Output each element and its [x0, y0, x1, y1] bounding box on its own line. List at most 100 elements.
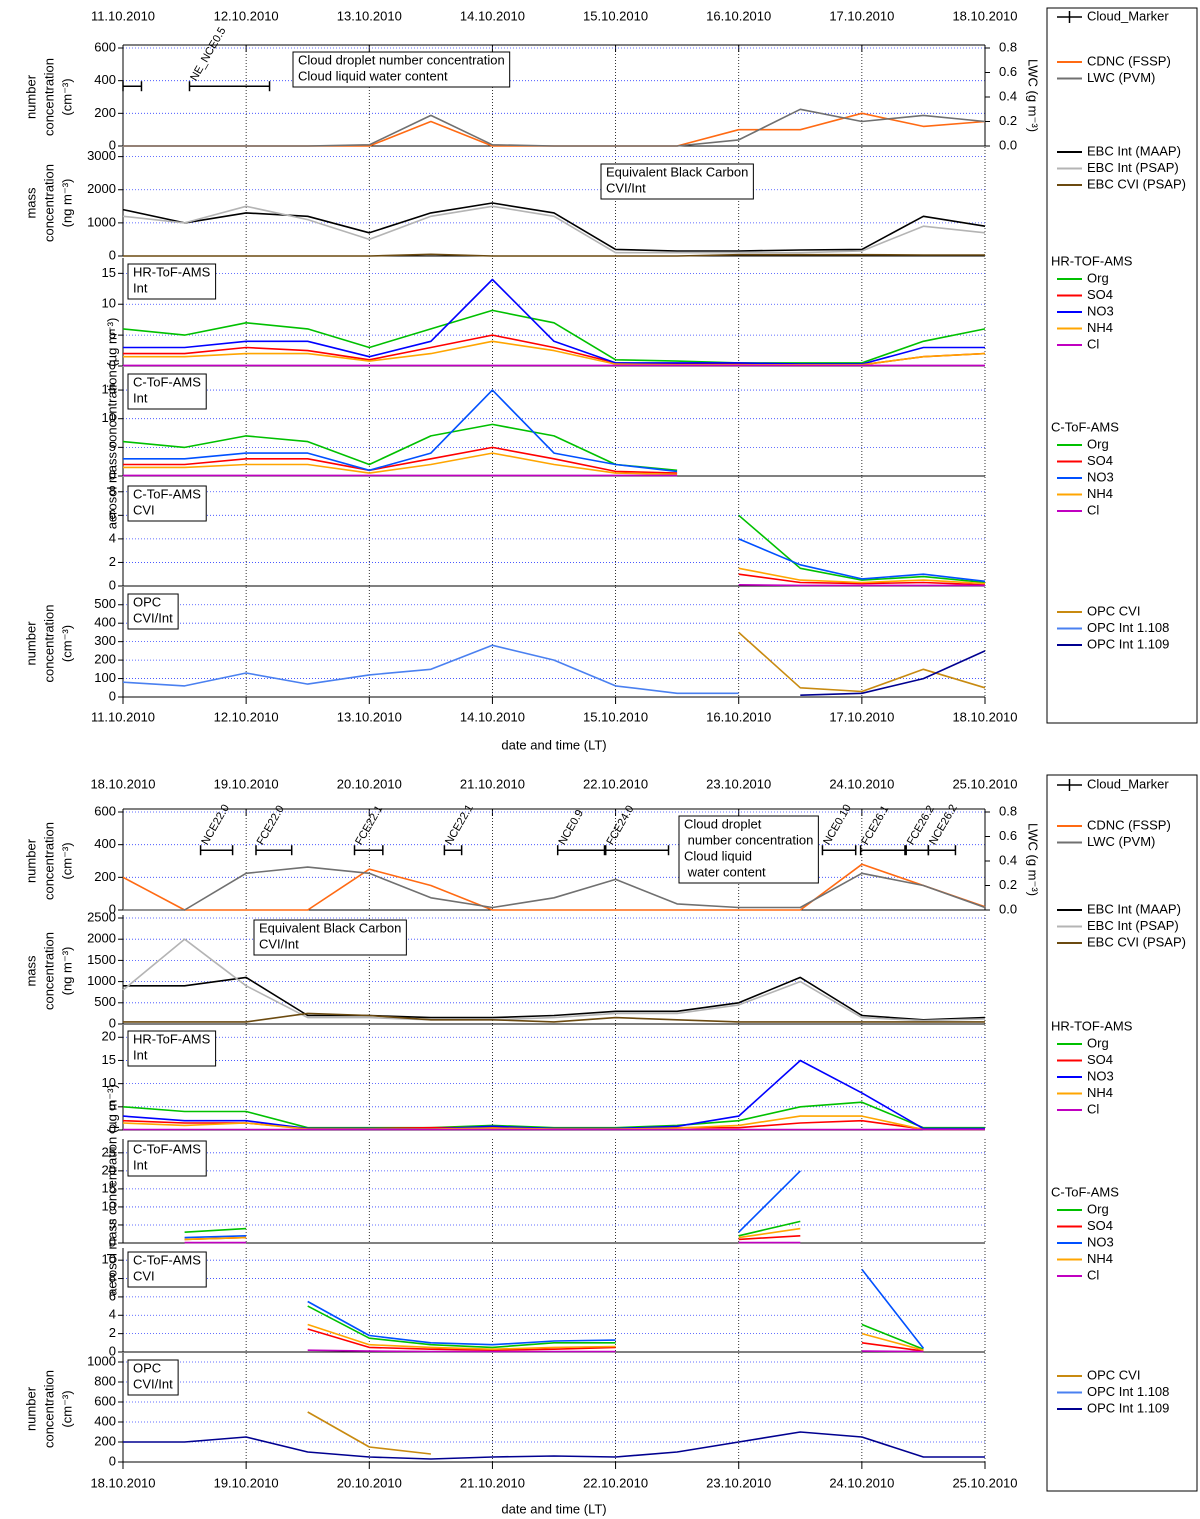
- y-axis-label: number: [23, 1386, 38, 1431]
- series-line: [123, 452, 678, 476]
- y-axis-label: concentration: [41, 932, 56, 1010]
- x-tick-label: 11.10.2010: [91, 709, 155, 724]
- series-line: [122, 1101, 985, 1129]
- y-tick-label: 400: [94, 836, 116, 851]
- y-tick-label: 0: [109, 1453, 116, 1468]
- series-line: [738, 514, 986, 584]
- series-line: [738, 538, 986, 583]
- x-tick-label: 20.10.2010: [337, 776, 402, 791]
- annotation-box: [127, 1140, 207, 1177]
- y-tick-label: 0: [109, 688, 116, 703]
- y-tick-label: 500: [94, 596, 116, 611]
- x-tick-label: 23.10.2010: [706, 1475, 771, 1490]
- y-axis-label: aerosol mass concentration (µg m⁻³): [104, 318, 119, 530]
- annotation-box: [127, 1251, 207, 1288]
- y-tick-label: 3000: [87, 148, 116, 163]
- y-axis-label: (cm⁻³): [59, 1390, 74, 1427]
- x-tick-label: 25.10.2010: [952, 776, 1017, 791]
- legend-label: Cl: [1087, 1267, 1099, 1282]
- y2-tick-label: 0.4: [999, 852, 1017, 867]
- series-line: [122, 202, 986, 252]
- legend-label: OPC CVI: [1087, 1367, 1140, 1382]
- y-axis-label: number: [23, 74, 38, 119]
- annotation-box: [253, 919, 407, 956]
- y-tick-label: 200: [94, 105, 116, 120]
- series-line: [122, 309, 986, 364]
- legend-label: OPC Int 1.108: [1087, 1384, 1169, 1399]
- x-tick-label: 24.10.2010: [829, 1475, 894, 1490]
- y2-tick-label: 0.0: [999, 901, 1017, 916]
- y-tick-label: 100: [94, 670, 116, 685]
- x-tick-label: 19.10.2010: [214, 1475, 279, 1490]
- y-tick-label: 1000: [87, 1353, 116, 1368]
- series-line: [123, 866, 986, 911]
- series-line: [185, 1229, 985, 1243]
- series-line: [123, 108, 986, 147]
- legend-label: Org: [1087, 270, 1109, 285]
- legend-box: [1046, 7, 1198, 724]
- y-tick-label: 200: [94, 1433, 116, 1448]
- series-line: [307, 1323, 924, 1351]
- legend-label: EBC Int (PSAP): [1087, 160, 1179, 175]
- y-tick-label: 0: [109, 1015, 116, 1030]
- y-tick-label: 10: [102, 1198, 116, 1213]
- annotation: Cloud droplet: [684, 816, 762, 831]
- annotation-box: [127, 485, 207, 522]
- series-line: [738, 584, 985, 587]
- y-tick-label: 500: [94, 994, 116, 1009]
- legend-label: SO4: [1087, 453, 1113, 468]
- series-line: [123, 253, 985, 257]
- annotation: Int: [133, 390, 148, 405]
- series-line: [122, 644, 739, 695]
- annotation-box: [292, 51, 511, 88]
- annotation: HR-ToF-AMS: [133, 264, 211, 279]
- series-line: [738, 567, 986, 585]
- series-line: [122, 938, 986, 1022]
- legend-label: SO4: [1087, 1052, 1113, 1067]
- series-line: [123, 389, 678, 473]
- y-tick-label: 0: [109, 247, 116, 262]
- y-tick-label: 20: [102, 1029, 116, 1044]
- y2-tick-label: 0.8: [999, 39, 1017, 54]
- y-tick-label: 15: [102, 1180, 116, 1195]
- x-tick-label: 14.10.2010: [460, 709, 525, 724]
- y-tick-label: 10: [102, 296, 116, 311]
- annotation: Equivalent Black Carbon: [606, 164, 748, 179]
- y-axis-label: mass: [23, 955, 38, 987]
- x-tick-label: 18.10.2010: [90, 1475, 155, 1490]
- legend-label: NO3: [1087, 303, 1114, 318]
- legend-label: EBC CVI (PSAP): [1087, 934, 1186, 949]
- y-tick-label: 0: [109, 901, 116, 916]
- annotation: CVI: [133, 502, 155, 517]
- series-line: [738, 573, 986, 586]
- y2-axis-label: LWC (g m⁻³): [1026, 59, 1041, 132]
- legend-label: LWC (PVM): [1087, 834, 1155, 849]
- series-line: [122, 1059, 985, 1130]
- y-tick-label: 0: [109, 1343, 116, 1358]
- y-axis-label: (cm⁻³): [59, 78, 74, 115]
- y-axis-label: number: [23, 621, 38, 666]
- series-line: [123, 340, 986, 366]
- y-axis-label: number: [23, 838, 38, 883]
- x-tick-label: 17.10.2010: [829, 709, 894, 724]
- y-tick-label: 10: [102, 1252, 116, 1267]
- y-tick-label: 400: [94, 72, 116, 87]
- annotation: CVI/Int: [133, 1376, 173, 1391]
- legend-label: Cl: [1087, 336, 1099, 351]
- y-tick-label: 0: [109, 1234, 116, 1249]
- legend-label: SO4: [1087, 287, 1113, 302]
- y-tick-label: 6: [109, 1288, 116, 1303]
- y-tick-label: 15: [102, 381, 116, 396]
- legend-label: OPC Int 1.108: [1087, 620, 1169, 635]
- x-axis-label: date and time (LT): [501, 1501, 606, 1516]
- legend-title: C-ToF-AMS: [1051, 419, 1119, 434]
- y-axis-label: aerosol mass concentration (µg m⁻³): [104, 1084, 119, 1296]
- x-tick-label: 21.10.2010: [460, 776, 525, 791]
- annotation-box: [678, 815, 819, 884]
- event-label: FCE26.1: [859, 804, 891, 848]
- annotation: CVI/Int: [259, 936, 299, 951]
- y-tick-label: 6: [109, 507, 116, 522]
- x-tick-label: 17.10.2010: [829, 8, 894, 23]
- x-tick-label: 12.10.2010: [214, 709, 279, 724]
